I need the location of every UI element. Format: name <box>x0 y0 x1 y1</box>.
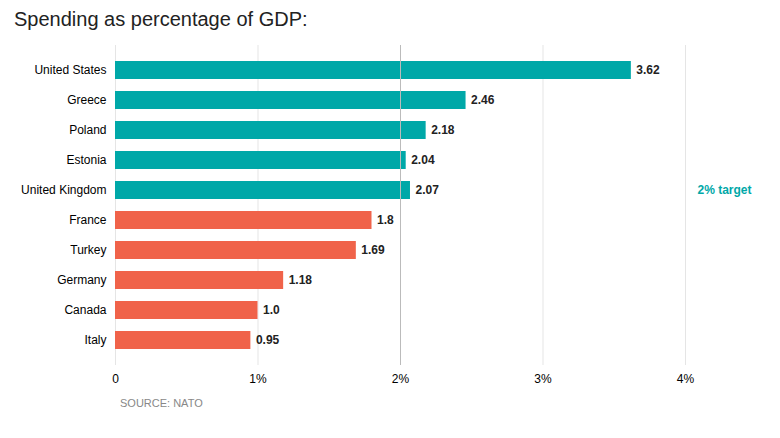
html-text:SOURCE: NATO: SOURCE: NATO <box>120 397 203 409</box>
svg-text:1%: 1% <box>249 372 267 386</box>
svg-text:0: 0 <box>112 372 119 386</box>
svg-text:2.18: 2.18 <box>431 123 455 137</box>
svg-text:Estonia: Estonia <box>66 153 106 167</box>
svg-text:0.95: 0.95 <box>256 333 280 347</box>
svg-text:1.8: 1.8 <box>377 213 394 227</box>
svg-text:4%: 4% <box>677 372 695 386</box>
svg-text:United States: United States <box>34 63 106 77</box>
svg-text:France: France <box>69 213 107 227</box>
svg-text:Italy: Italy <box>84 333 106 347</box>
svg-text:2.46: 2.46 <box>471 93 495 107</box>
svg-text:2.07: 2.07 <box>415 183 439 197</box>
svg-text:Greece: Greece <box>67 93 107 107</box>
svg-text:Poland: Poland <box>69 123 106 137</box>
svg-text:Germany: Germany <box>57 273 106 287</box>
svg-text:3%: 3% <box>534 372 552 386</box>
svg-text:1.18: 1.18 <box>289 273 313 287</box>
svg-text:2% target: 2% target <box>698 183 752 197</box>
svg-text:1.69: 1.69 <box>361 243 385 257</box>
svg-text:2.04: 2.04 <box>411 153 435 167</box>
svg-text:3.62: 3.62 <box>636 63 660 77</box>
svg-text:Turkey: Turkey <box>70 243 106 257</box>
html-text:Spending as percentage of GDP:: Spending as percentage of GDP: <box>14 8 308 30</box>
svg-text:2%: 2% <box>392 372 410 386</box>
svg-text:United Kingdom: United Kingdom <box>21 183 106 197</box>
svg-text:Canada: Canada <box>64 303 106 317</box>
svg-text:1.0: 1.0 <box>263 303 280 317</box>
